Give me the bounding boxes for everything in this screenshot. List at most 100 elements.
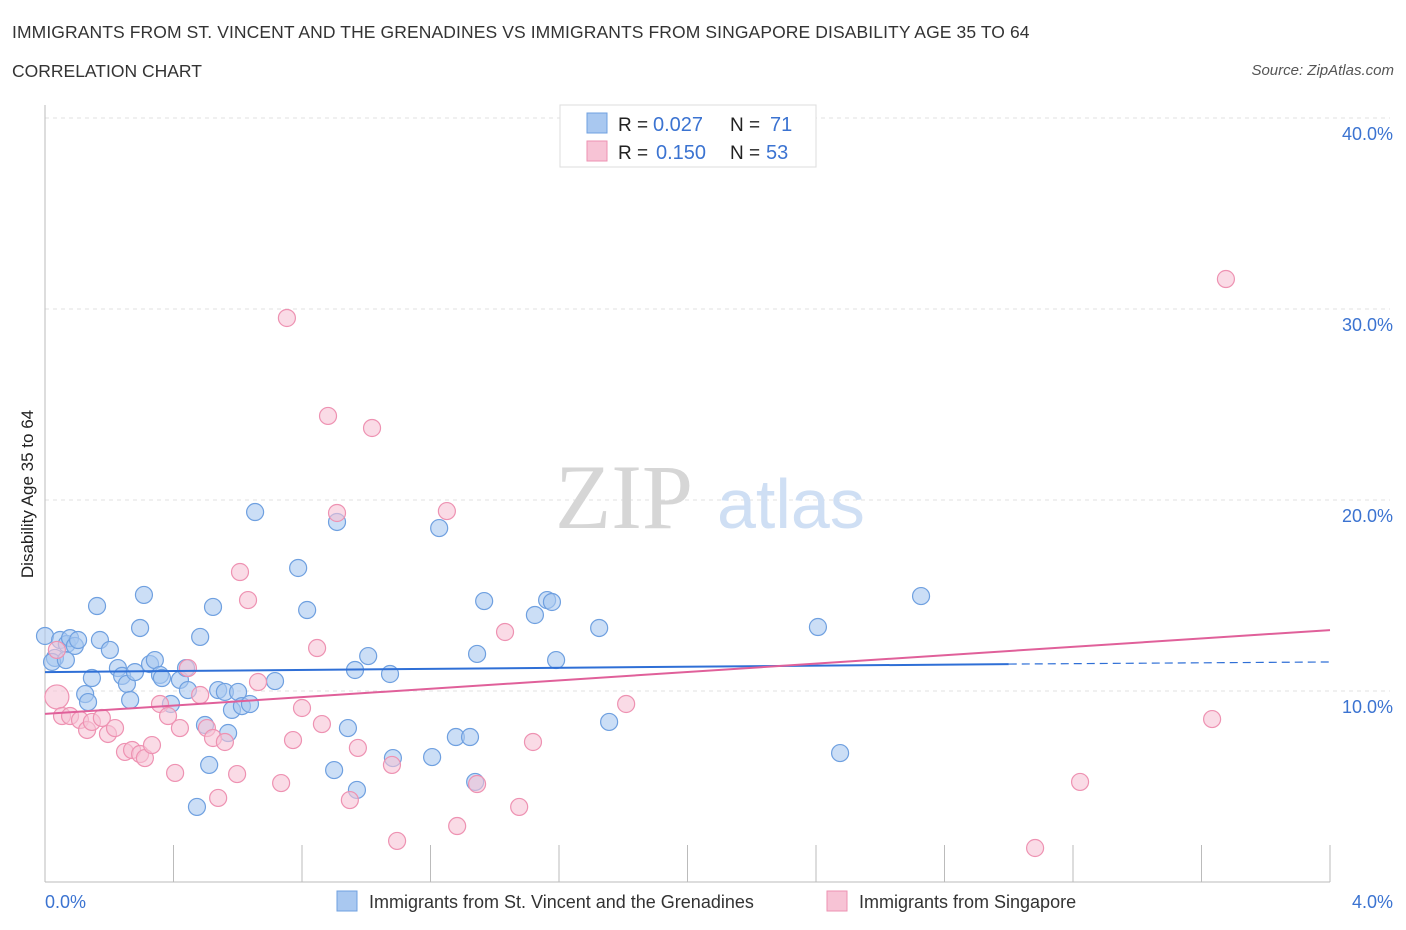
- point-singapore: [248, 672, 268, 692]
- trend-lines: [44, 629, 1331, 715]
- point-st-vincent: [325, 760, 344, 780]
- point-st-vincent: [542, 592, 562, 612]
- legend-top: R = 0.027 N = 71 R = 0.150 N = 53: [559, 104, 817, 168]
- y-tick-label: 30.0%: [1342, 315, 1393, 335]
- point-singapore: [510, 797, 529, 817]
- point-st-vincent: [35, 626, 55, 646]
- point-st-vincent: [298, 600, 317, 620]
- point-singapore: [382, 755, 402, 775]
- points: [35, 269, 1236, 858]
- point-st-vincent: [134, 585, 154, 605]
- point-st-vincent: [380, 664, 400, 684]
- point-singapore: [437, 501, 456, 521]
- point-singapore: [142, 735, 162, 755]
- y-tick-label: 10.0%: [1342, 697, 1393, 717]
- legend-r-label: R =: [618, 143, 648, 164]
- point-st-vincent: [430, 518, 449, 538]
- point-st-vincent: [152, 668, 172, 688]
- point-st-vincent: [203, 597, 223, 617]
- point-st-vincent: [423, 747, 442, 767]
- point-st-vincent: [808, 617, 828, 637]
- point-singapore: [340, 790, 359, 810]
- point-st-vincent: [265, 671, 285, 691]
- point-singapore: [1025, 838, 1045, 858]
- legend-r-value: 0.027: [653, 114, 703, 136]
- legend-swatch-pink: [586, 140, 608, 162]
- point-singapore: [215, 732, 234, 752]
- point-st-vincent: [82, 668, 102, 688]
- point-singapore: [230, 562, 250, 582]
- point-singapore: [44, 684, 70, 710]
- point-st-vincent: [830, 743, 850, 763]
- point-st-vincent: [121, 690, 140, 710]
- point-st-vincent: [547, 650, 566, 670]
- chart-source: Source: ZipAtlas.com: [1251, 62, 1394, 79]
- point-singapore: [617, 694, 636, 714]
- point-singapore: [228, 764, 247, 784]
- chart-title: IMMIGRANTS FROM ST. VINCENT AND THE GREN…: [12, 22, 1030, 42]
- legend-r-value: 0.150: [656, 142, 706, 164]
- legend-swatch-blue: [586, 112, 608, 134]
- point-st-vincent: [467, 644, 487, 664]
- point-st-vincent: [130, 618, 150, 638]
- point-singapore: [307, 638, 327, 658]
- point-singapore: [387, 831, 407, 851]
- point-singapore: [1216, 269, 1236, 289]
- legend-swatch-blue: [336, 890, 358, 912]
- y-axis-label: Disability Age 35 to 64: [18, 410, 37, 578]
- point-st-vincent: [68, 630, 88, 650]
- point-singapore: [292, 698, 312, 718]
- legend-n-value: 71: [770, 114, 792, 136]
- point-st-vincent: [338, 718, 358, 738]
- point-st-vincent: [475, 591, 494, 611]
- point-singapore: [283, 730, 303, 750]
- point-singapore: [166, 763, 185, 783]
- watermark-atlas: atlas: [717, 465, 865, 543]
- legend-series-1: Immigrants from St. Vincent and the Gren…: [369, 892, 754, 912]
- point-singapore: [47, 640, 66, 660]
- legend-r-label: R =: [618, 115, 648, 136]
- legend-n-value: 53: [766, 142, 788, 164]
- chart-subtitle: CORRELATION CHART: [12, 61, 202, 81]
- trend-line-extension: [1008, 661, 1331, 665]
- point-singapore: [272, 773, 291, 793]
- point-st-vincent: [78, 692, 98, 712]
- point-st-vincent: [460, 727, 480, 747]
- point-singapore: [348, 738, 367, 758]
- point-st-vincent: [200, 755, 219, 775]
- y-tick-labels: 10.0% 20.0% 30.0% 40.0%: [1342, 124, 1393, 717]
- legend-series-2: Immigrants from Singapore: [859, 892, 1076, 912]
- legend-n-label: N =: [730, 115, 760, 136]
- point-st-vincent: [191, 627, 210, 647]
- point-singapore: [238, 590, 258, 610]
- point-singapore: [170, 718, 190, 738]
- point-singapore: [1203, 709, 1222, 729]
- point-singapore: [448, 816, 467, 836]
- point-singapore: [467, 774, 487, 794]
- legend-swatch-pink: [826, 890, 848, 912]
- x-tick-label-min: 0.0%: [45, 892, 86, 912]
- point-st-vincent: [87, 596, 107, 616]
- point-singapore: [312, 714, 332, 734]
- point-st-vincent: [525, 605, 545, 625]
- point-st-vincent: [240, 694, 260, 714]
- point-st-vincent: [289, 558, 308, 578]
- point-singapore: [105, 718, 125, 738]
- x-tick-label-max: 4.0%: [1352, 892, 1393, 912]
- point-singapore: [523, 732, 543, 752]
- axes: [44, 105, 1331, 883]
- point-st-vincent: [600, 712, 619, 732]
- point-st-vincent: [590, 618, 609, 638]
- point-st-vincent: [100, 640, 119, 660]
- trend-line-singapore: [44, 629, 1331, 715]
- legend-bottom: Immigrants from St. Vincent and the Gren…: [336, 890, 1076, 912]
- point-st-vincent: [187, 797, 207, 817]
- point-singapore: [327, 503, 347, 523]
- point-singapore: [362, 418, 382, 438]
- legend-n-label: N =: [730, 143, 760, 164]
- point-singapore: [158, 706, 178, 726]
- y-tick-label: 40.0%: [1342, 124, 1393, 144]
- watermark-zip: ZIP: [555, 446, 693, 548]
